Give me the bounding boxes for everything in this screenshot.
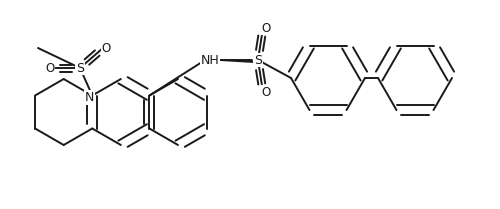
Text: S: S	[254, 54, 262, 66]
Text: O: O	[262, 22, 270, 34]
Text: O: O	[262, 85, 270, 98]
Text: O: O	[46, 61, 54, 74]
Text: S: S	[76, 61, 84, 74]
Text: NH: NH	[200, 54, 220, 66]
Text: N: N	[84, 91, 94, 104]
Text: O: O	[102, 42, 110, 55]
